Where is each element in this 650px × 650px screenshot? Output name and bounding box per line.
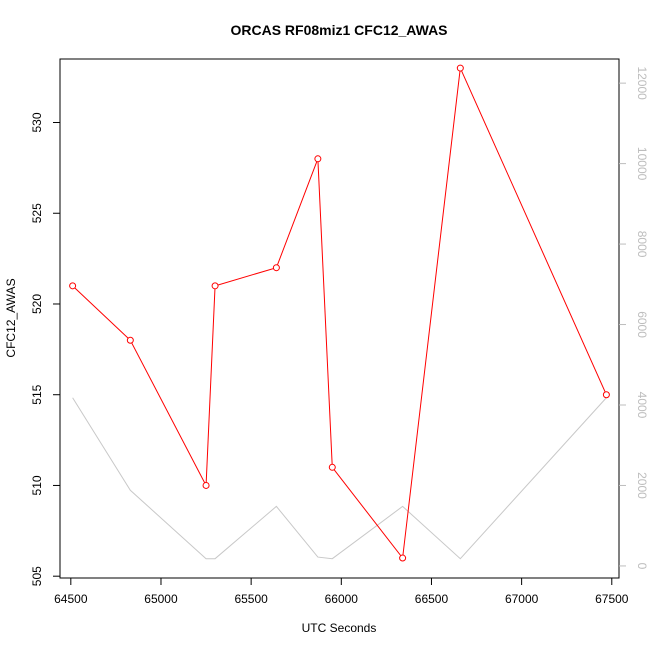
y2-tick-label: 2000 xyxy=(635,472,649,499)
x-tick-label: 65500 xyxy=(234,592,268,606)
y-axis-right: 0 2000 4000 6000 8000 10000 12000 xyxy=(619,66,649,570)
chart-title: ORCAS RF08miz1 CFC12_AWAS xyxy=(230,22,447,38)
y2-tick-label: 6000 xyxy=(635,311,649,338)
data-point xyxy=(69,282,77,290)
series-layer xyxy=(69,64,610,562)
series-line-left xyxy=(72,66,607,560)
data-point xyxy=(399,554,407,562)
x-tick-label: 66500 xyxy=(415,592,449,606)
y-tick-label: 525 xyxy=(30,203,44,223)
y-tick-label: 515 xyxy=(30,384,44,404)
y-tick-label: 510 xyxy=(30,475,44,495)
data-point xyxy=(602,391,610,399)
x-tick-label: 67000 xyxy=(505,592,539,606)
x-axis-label: UTC Seconds xyxy=(302,621,377,635)
y2-tick-label: 12000 xyxy=(635,66,649,100)
y2-tick-label: 10000 xyxy=(635,147,649,181)
plot-frame xyxy=(59,58,620,579)
data-point xyxy=(328,463,336,471)
data-point xyxy=(272,264,280,272)
x-tick-label: 66000 xyxy=(325,592,359,606)
data-point xyxy=(126,336,134,344)
y-tick-label: 530 xyxy=(30,112,44,132)
x-tick-label: 64500 xyxy=(54,592,88,606)
data-point xyxy=(314,155,322,163)
x-tick-label: 65000 xyxy=(144,592,178,606)
y2-tick-label: 0 xyxy=(635,563,649,570)
y-tick-label: 520 xyxy=(30,294,44,314)
y2-tick-label: 8000 xyxy=(635,231,649,258)
y-axis-label: CFC12_AWAS xyxy=(4,278,18,357)
data-point xyxy=(202,481,210,489)
x-tick-label: 67500 xyxy=(595,592,629,606)
series-line-right xyxy=(72,397,607,560)
data-point xyxy=(211,282,219,290)
y2-tick-label: 4000 xyxy=(635,392,649,419)
x-axis: 64500 65000 65500 66000 66500 67000 67500 xyxy=(54,577,629,606)
data-point xyxy=(456,64,464,72)
y-tick-label: 505 xyxy=(30,566,44,586)
y-axis-left: 505 510 515 520 525 530 xyxy=(30,112,60,586)
